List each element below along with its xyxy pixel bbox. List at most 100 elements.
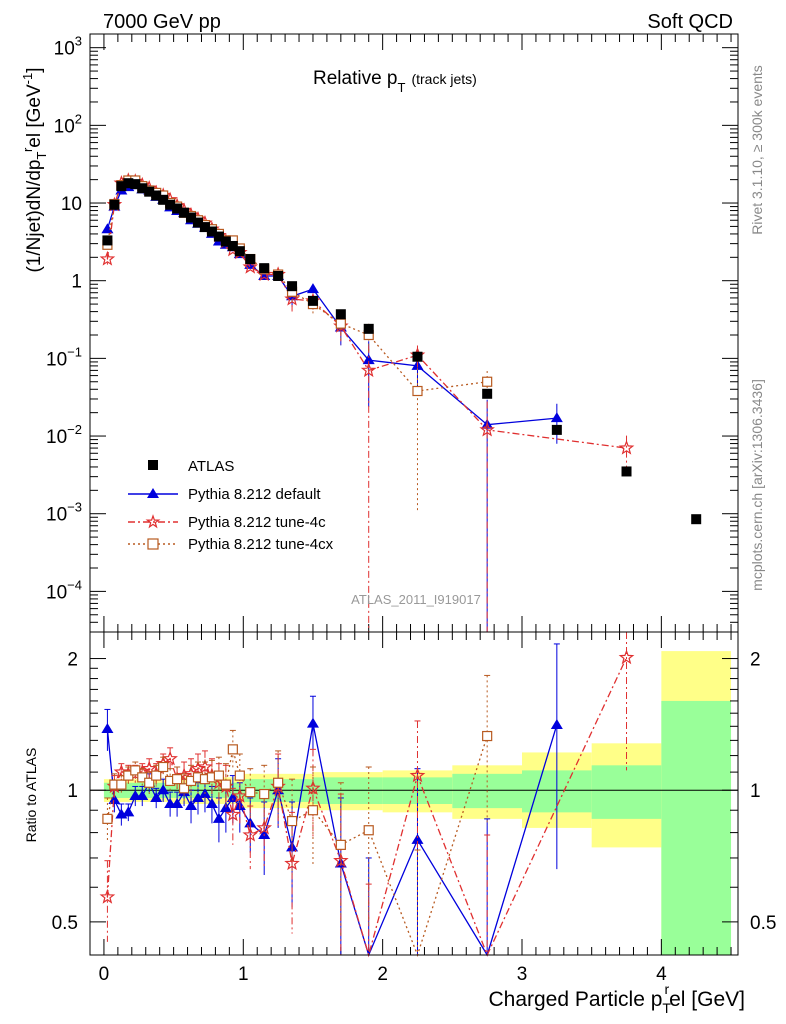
- y-tick-label: 103: [54, 34, 82, 60]
- point-default: [550, 412, 563, 423]
- ratio-point-tune4c: [225, 806, 241, 822]
- ratio-tick-label: 0.5: [52, 913, 78, 934]
- ratio-point-tune4cx: [144, 777, 155, 788]
- y-label-sup: r: [20, 147, 35, 152]
- ratio-point-tune4cx: [307, 805, 319, 816]
- legend: ATLAS Pythia 8.212 default Pythia 8.212 …: [128, 458, 334, 553]
- ratio-axis-ticks: 0 1 2 3 4 0.5 0.5 1 1 2 2: [52, 632, 776, 985]
- point-data: [151, 190, 162, 201]
- point-data: [186, 212, 197, 223]
- point-tune4c: [360, 362, 377, 378]
- ratio-point-tune4c: [305, 780, 321, 795]
- point-data: [213, 231, 224, 242]
- ratio-axis-label: Ratio to ATLAS: [23, 748, 39, 843]
- y-tick-base: 10: [61, 194, 82, 215]
- y-label-b: el [GeV: [24, 84, 45, 148]
- point-data: [123, 178, 134, 189]
- point-default: [362, 354, 375, 365]
- series-line-tune4cx: [106, 179, 488, 392]
- y-tick-label: 10−2: [46, 422, 82, 448]
- ratio-point-default: [171, 797, 184, 808]
- point-data: [206, 226, 217, 237]
- y-tick-exp: −3: [67, 500, 82, 515]
- point-data: [179, 207, 190, 218]
- point-data: [227, 240, 238, 251]
- ratio-tick-label: 1: [67, 781, 78, 802]
- mcplots-label: mcplots.cern.ch [arXiv:1306.3436]: [749, 379, 765, 591]
- ratio-point-tune4c: [99, 888, 116, 904]
- y-tick-base: 1: [71, 272, 82, 293]
- series-line-default: [106, 184, 557, 426]
- legend-marker-tune4cx: [147, 538, 159, 550]
- ratio-point-tune4c: [409, 767, 426, 783]
- point-data: [109, 199, 120, 210]
- point-data: [199, 222, 210, 233]
- analysis-id: ATLAS_2011_I919017: [351, 592, 481, 607]
- point-data: [412, 351, 423, 362]
- ratio-point-default: [108, 793, 121, 804]
- title-sub: T: [398, 80, 406, 95]
- y-tick-exp: −1: [67, 344, 82, 359]
- point-data: [287, 281, 298, 292]
- ratio-uncertainty-bands: [90, 651, 738, 955]
- y-tick-label: 10−1: [46, 344, 82, 370]
- ratio-point-default: [306, 717, 319, 728]
- point-data: [363, 323, 374, 334]
- ratio-tick-label: 2: [67, 650, 78, 671]
- point-default: [306, 283, 319, 294]
- x-label-sub: T: [662, 1000, 671, 1016]
- point-tune4cx: [335, 318, 346, 329]
- x-tick-label: 0: [99, 964, 110, 985]
- point-data: [273, 270, 284, 281]
- ratio-point-tune4cx: [171, 774, 183, 785]
- ratio-point-tune4cx: [116, 779, 127, 790]
- point-default: [101, 223, 114, 234]
- point-data: [245, 254, 256, 265]
- x-label-tail: el [GeV]: [669, 988, 745, 1011]
- main-series: [99, 172, 702, 632]
- point-data: [220, 236, 231, 247]
- y-tick-base: 10: [46, 427, 67, 448]
- y-tick-exp: −4: [67, 577, 82, 592]
- point-data: [307, 295, 318, 306]
- point-tune4c: [479, 421, 495, 437]
- point-tune4c: [284, 290, 300, 306]
- ratio-point-tune4cx: [220, 779, 231, 790]
- point-data: [144, 186, 155, 197]
- y-tick-base: 10: [54, 116, 75, 137]
- point-data: [165, 199, 176, 210]
- ratio-tick-label-right: 1: [750, 781, 761, 802]
- y-tick-label: 1: [71, 272, 82, 293]
- y-label-sub: T: [34, 152, 49, 160]
- ratio-point-tune4cx: [286, 815, 298, 827]
- point-data: [102, 235, 113, 246]
- y-tick-label: 10: [61, 194, 82, 215]
- point-data: [335, 309, 346, 320]
- point-data: [234, 246, 245, 257]
- ratio-point-default: [550, 718, 563, 729]
- legend-label-tune4c: Pythia 8.212 tune-4c: [188, 514, 326, 531]
- ratio-point-default: [212, 812, 225, 823]
- y-tick-base: 10: [46, 505, 67, 526]
- point-data: [116, 181, 127, 192]
- legend-marker-tune4c: [145, 514, 161, 529]
- point-tune4cx: [482, 376, 493, 387]
- ratio-point-tune4cx: [178, 783, 190, 794]
- y-tick-base: 10: [46, 349, 67, 370]
- legend-entry-atlas: ATLAS: [148, 458, 234, 475]
- legend-entry-tune4cx: Pythia 8.212 tune-4cx: [128, 536, 334, 553]
- ratio-point-tune4c: [190, 760, 206, 776]
- ratio-point-default: [157, 784, 170, 795]
- ratio-point-tune4cx: [363, 825, 374, 836]
- ratio-point-tune4c: [231, 787, 248, 803]
- chart-title: Relative pT (track jets): [313, 68, 477, 95]
- rivet-label: Rivet 3.1.10, ≥ 300k events: [749, 65, 765, 235]
- x-axis-label: Charged Particle pTrel [GeV]: [488, 981, 745, 1016]
- point-data: [621, 466, 632, 477]
- point-tune4c: [618, 439, 635, 455]
- band-inner: [591, 765, 662, 819]
- ratio-frame: [89, 631, 739, 956]
